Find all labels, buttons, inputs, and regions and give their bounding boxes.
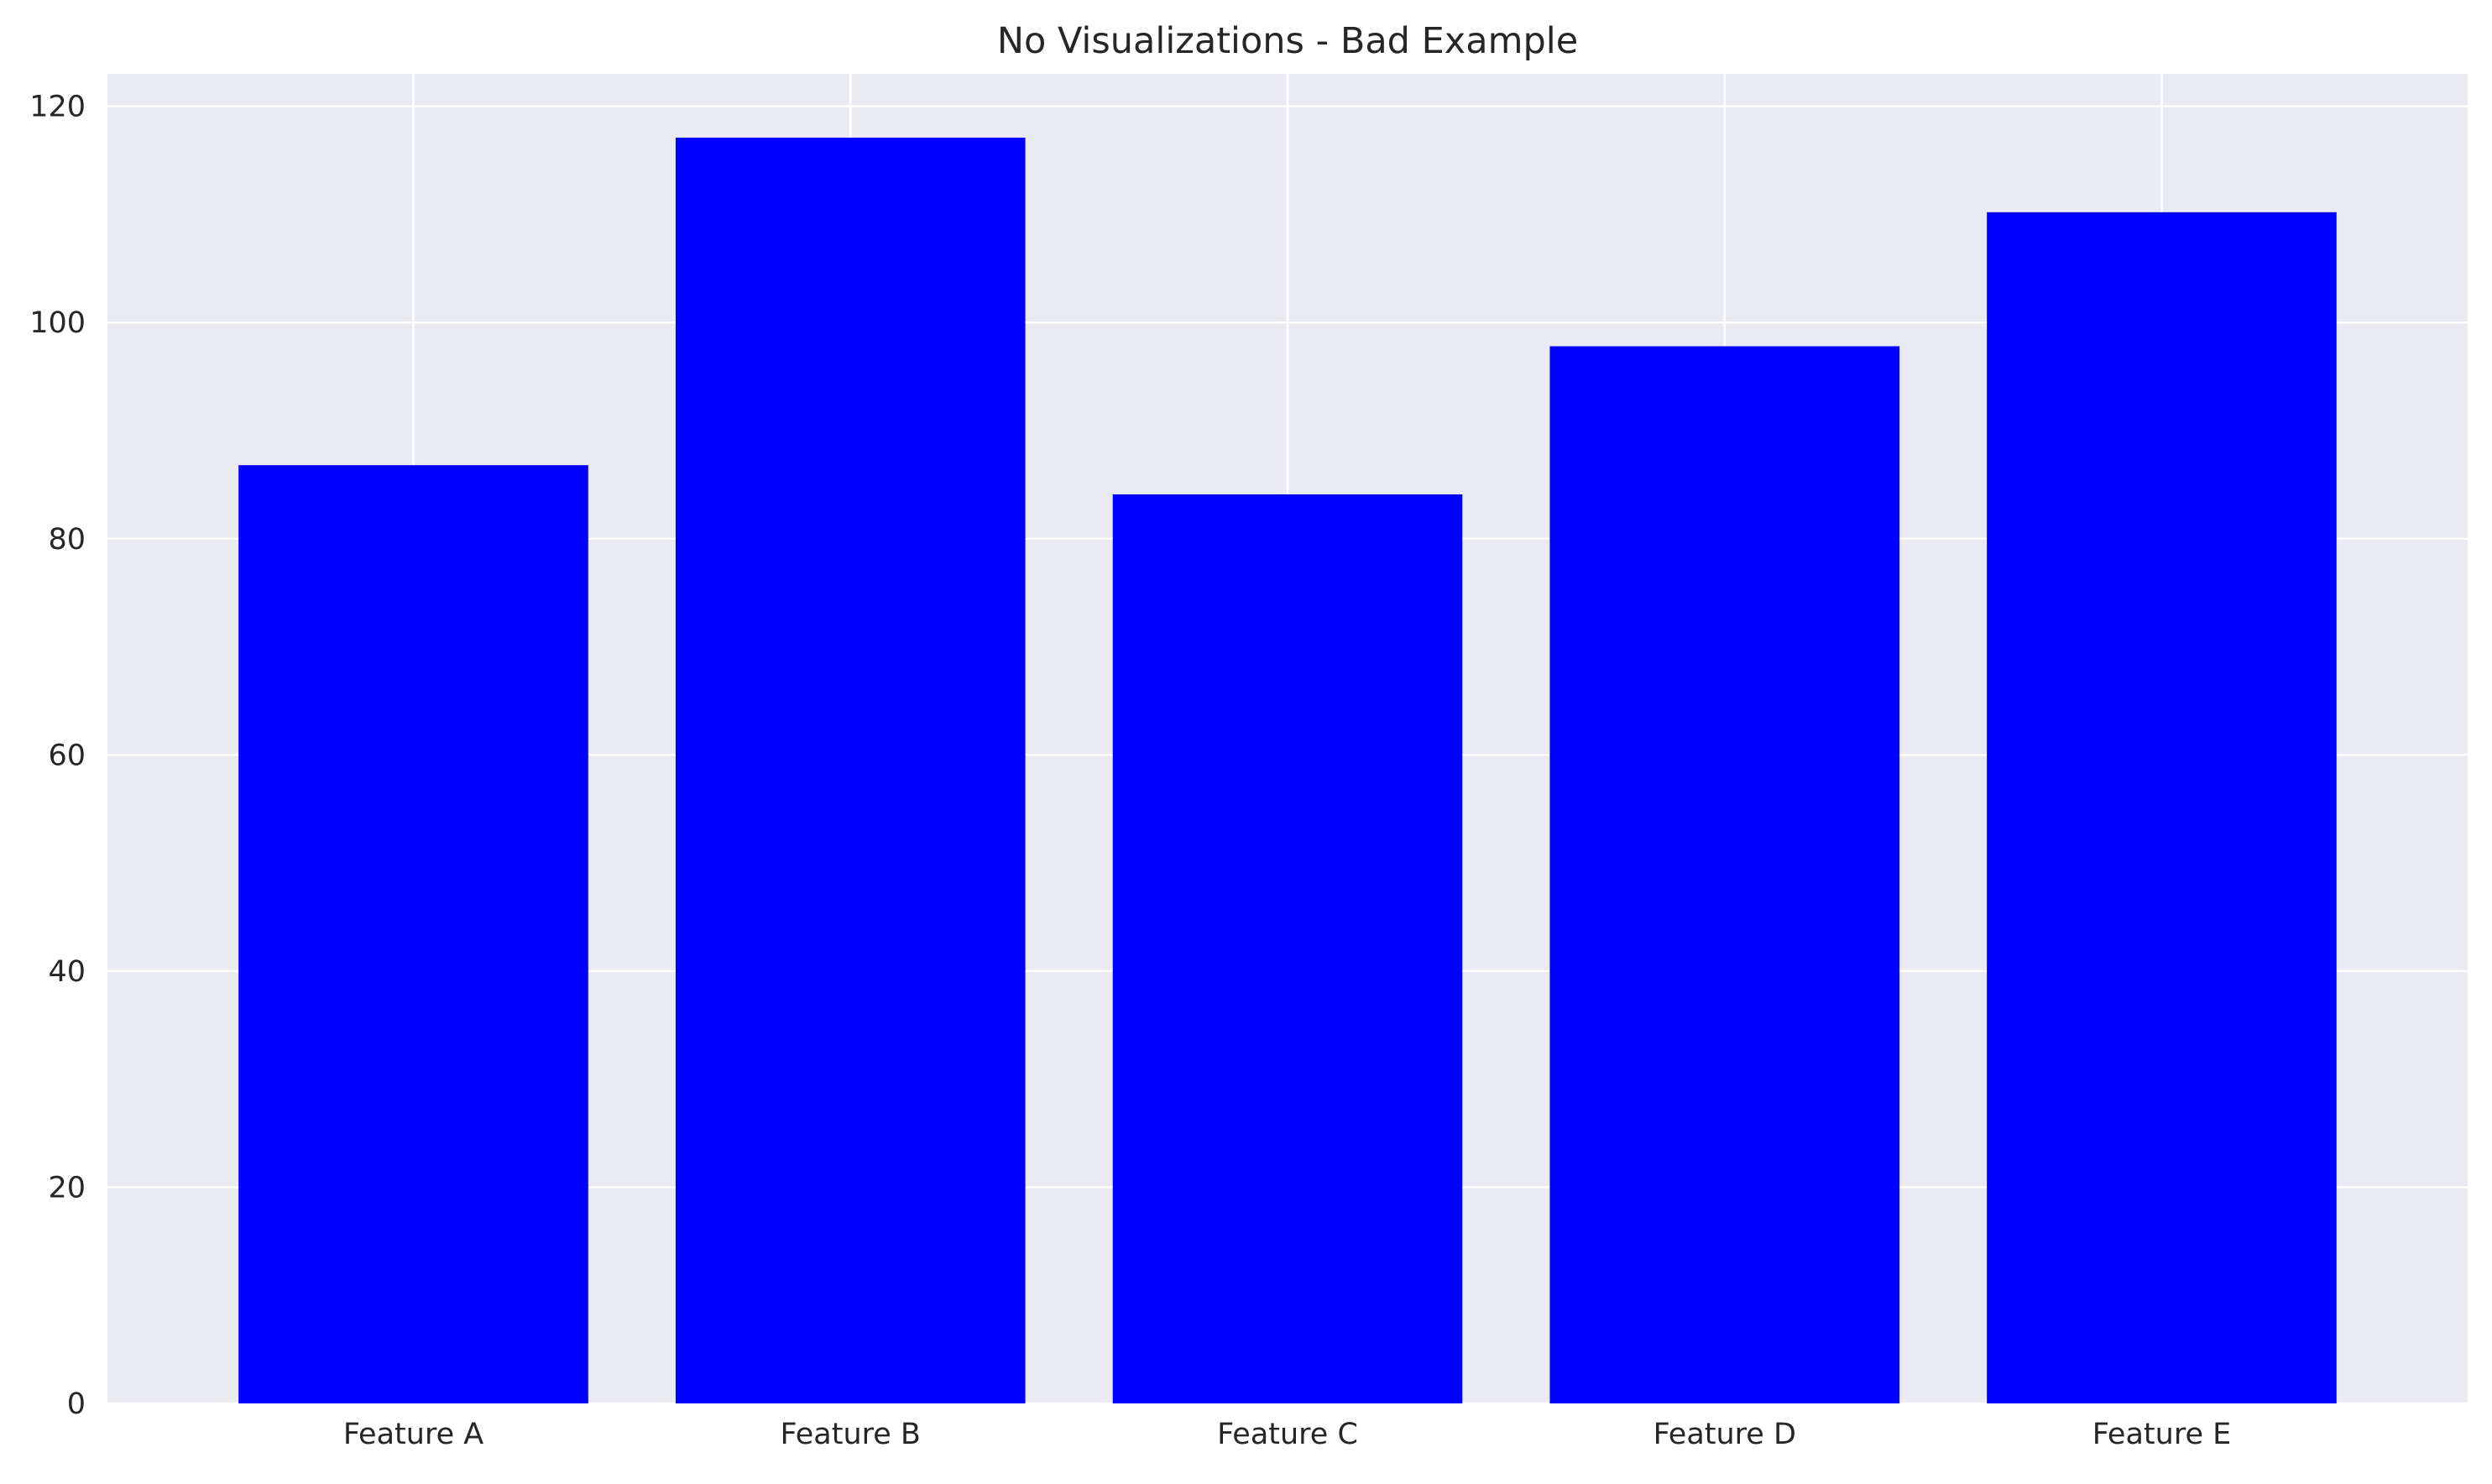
x-axis-ticks: Feature A Feature B Feature C Feature D Feat…: [343, 1418, 2231, 1451]
bar-feature-e: [1987, 212, 2337, 1404]
x-tick-label: Feature A: [343, 1418, 483, 1451]
y-tick-label: 40: [48, 955, 86, 989]
bar-feature-b: [675, 137, 1026, 1404]
bar-feature-a: [238, 465, 588, 1404]
bar-feature-d: [1549, 346, 1900, 1403]
x-tick-label: Feature C: [1217, 1418, 1358, 1451]
bars: [238, 137, 2337, 1404]
x-tick-label: Feature B: [781, 1418, 921, 1451]
x-tick-label: Feature E: [2092, 1418, 2232, 1451]
y-tick-label: 60: [48, 739, 86, 772]
y-tick-label: 120: [29, 91, 86, 124]
x-tick-label: Feature D: [1653, 1418, 1796, 1451]
y-tick-label: 0: [67, 1387, 86, 1421]
bar-feature-c: [1112, 494, 1463, 1404]
y-axis-ticks: 0 20 40 60 80 100 120: [29, 91, 86, 1421]
y-tick-label: 100: [29, 306, 86, 340]
y-tick-label: 80: [48, 523, 86, 556]
y-tick-label: 20: [48, 1171, 86, 1204]
chart-title: No Visualizations - Bad Example: [997, 20, 1578, 62]
